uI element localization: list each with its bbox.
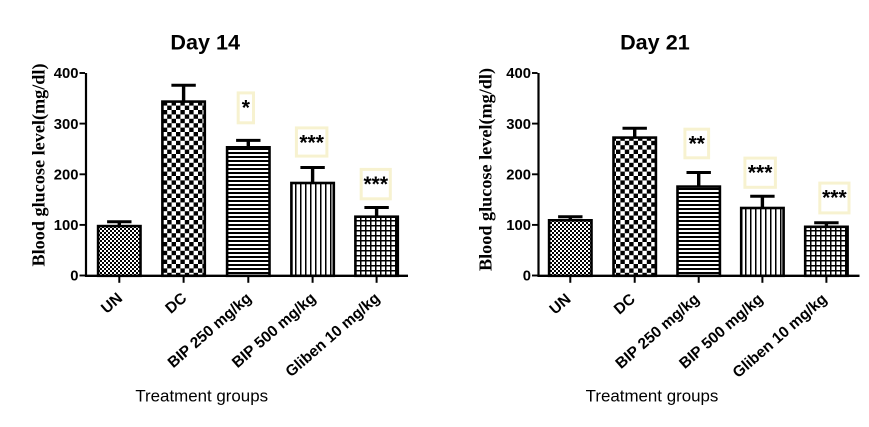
- svg-text:300: 300: [506, 117, 531, 133]
- svg-text:400: 400: [506, 66, 531, 82]
- svg-text:*: *: [242, 96, 251, 119]
- svg-text:300: 300: [54, 117, 79, 133]
- svg-text:***: ***: [363, 173, 388, 196]
- svg-text:Blood glucose level(mg/dl): Blood glucose level(mg/dl): [29, 63, 50, 266]
- svg-text:Blood glucose level(mg/dl): Blood glucose level(mg/dl): [476, 68, 497, 271]
- svg-text:0: 0: [523, 269, 531, 285]
- svg-text:Day 21: Day 21: [620, 29, 690, 54]
- svg-text:**: **: [689, 133, 706, 156]
- svg-text:200: 200: [54, 168, 79, 184]
- svg-text:400: 400: [54, 66, 79, 82]
- svg-text:Day 14: Day 14: [170, 29, 240, 54]
- svg-text:***: ***: [822, 187, 847, 210]
- svg-text:***: ***: [299, 131, 324, 154]
- svg-text:200: 200: [506, 168, 531, 184]
- svg-text:Treatment groups: Treatment groups: [135, 387, 268, 406]
- svg-text:100: 100: [506, 218, 531, 234]
- svg-text:***: ***: [748, 162, 773, 185]
- svg-text:100: 100: [54, 218, 79, 234]
- svg-text:0: 0: [70, 269, 78, 285]
- svg-text:Treatment groups: Treatment groups: [586, 387, 719, 406]
